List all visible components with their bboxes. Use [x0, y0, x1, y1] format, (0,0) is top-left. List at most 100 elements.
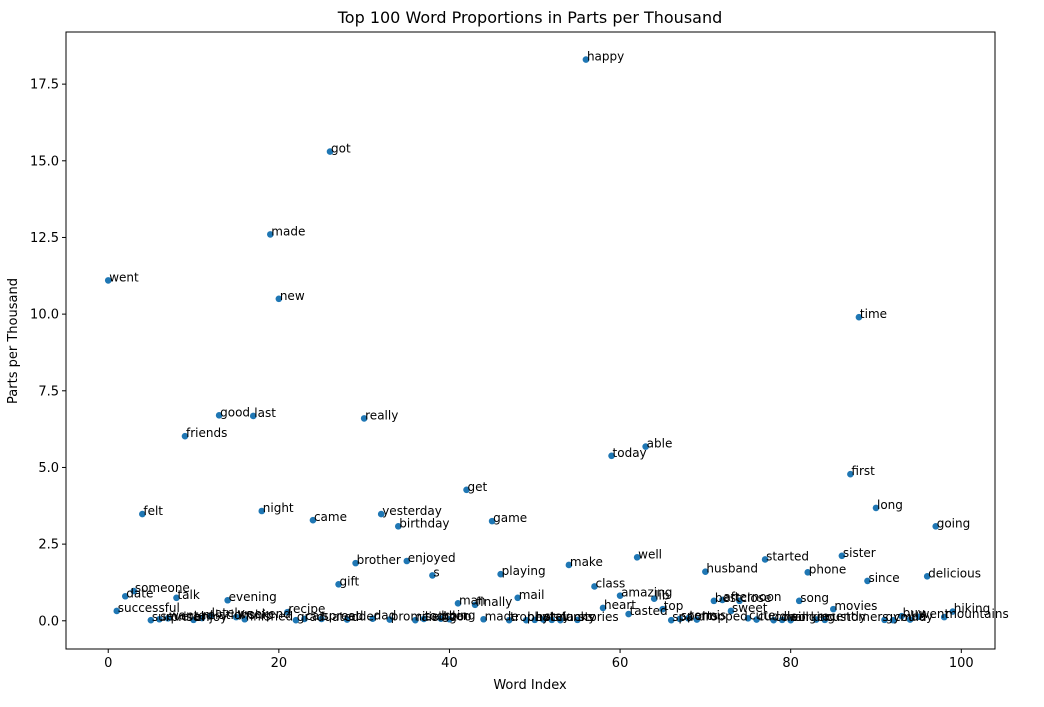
data-point [847, 470, 854, 478]
x-tick-label: 0 [104, 656, 112, 671]
data-point [932, 523, 940, 530]
point-label: snacks [553, 610, 594, 624]
data-point [121, 592, 129, 600]
data-point [190, 616, 197, 624]
data-point [531, 616, 539, 624]
data-point [335, 580, 342, 588]
data-point [659, 605, 667, 613]
point-label: gift [340, 574, 360, 588]
data-point [830, 605, 837, 613]
data-point [761, 556, 769, 563]
point-label: funny [561, 610, 595, 624]
data-point [318, 615, 325, 623]
point-label: tennis [689, 608, 726, 622]
point-label: playing [502, 564, 546, 578]
point-label: birthday [399, 516, 449, 530]
data-point [702, 568, 709, 576]
data-point [889, 616, 897, 624]
point-label: mail [519, 588, 545, 602]
data-point [625, 610, 632, 618]
data-point [104, 277, 112, 284]
data-point [446, 615, 453, 623]
data-point [241, 615, 249, 623]
data-point [164, 615, 172, 622]
data-point [377, 510, 385, 518]
y-tick-label: 10.0 [30, 308, 59, 323]
data-point [872, 504, 880, 512]
point-label: s [433, 565, 439, 579]
data-point [574, 616, 581, 624]
point-label: felt [143, 504, 163, 518]
point-label: spa [672, 610, 693, 624]
point-label: elder [348, 610, 379, 624]
point-label: yesterday [382, 504, 442, 518]
data-point [113, 607, 121, 615]
point-label: last [254, 406, 276, 420]
data-point [795, 597, 803, 605]
data-point [173, 594, 180, 602]
data-point [147, 616, 155, 624]
point-label: could [894, 610, 927, 624]
point-label: dad [374, 609, 397, 623]
point-label: finally [476, 595, 512, 609]
point-label: singing [792, 610, 835, 624]
point-label: going [937, 516, 971, 530]
point-label: made [271, 224, 305, 238]
point-label: lib [655, 589, 669, 603]
y-tick-label: 0.0 [38, 614, 59, 629]
point-label: sister [843, 546, 876, 560]
point-label: trophy [510, 610, 549, 624]
data-point [915, 613, 922, 621]
point-label: cute [749, 608, 775, 622]
y-tick-label: 15.0 [30, 154, 59, 169]
data-point [582, 56, 590, 63]
data-point [565, 561, 573, 569]
point-label: game [493, 511, 527, 525]
plot-area-frame [65, 31, 996, 650]
data-point [156, 615, 163, 623]
data-point [463, 486, 470, 494]
data-point [326, 148, 334, 155]
y-axis-label: Parts per Thousand [6, 278, 21, 404]
point-label: top [664, 599, 684, 613]
data-point [821, 616, 829, 624]
point-label: brother [357, 553, 401, 567]
x-tick-label: 60 [612, 656, 629, 671]
data-point [130, 587, 138, 595]
point-label: mountains [945, 607, 1009, 621]
data-point [710, 597, 718, 605]
data-point [539, 616, 547, 623]
data-point [855, 313, 863, 321]
data-point [693, 616, 701, 623]
data-point [181, 432, 189, 440]
point-label: car [305, 609, 324, 623]
point-label: toddler [425, 609, 468, 623]
point-label: wanted [169, 608, 213, 622]
point-label: going [442, 609, 476, 623]
data-point [727, 607, 735, 615]
point-label: get [468, 480, 488, 494]
point-label: able [647, 437, 673, 451]
point-label: since [868, 571, 899, 585]
point-label: dropped [698, 610, 748, 624]
data-point [497, 570, 504, 578]
data-point [514, 594, 522, 602]
data-point [753, 616, 760, 623]
data-point [591, 583, 598, 590]
point-label: lately [212, 606, 245, 620]
point-label: cuddle [758, 610, 798, 624]
chart-title: Top 100 Word Proportions in Parts per Th… [337, 8, 723, 27]
y-tick-label: 12.5 [30, 231, 59, 246]
data-point [258, 507, 266, 515]
x-axis-label: Word Index [493, 678, 567, 693]
point-label: song [800, 591, 829, 605]
point-label: amazing [621, 586, 672, 600]
data-point [139, 510, 146, 518]
point-label: today [613, 446, 647, 460]
data-point [284, 608, 291, 616]
point-label: first [851, 464, 875, 478]
point-label: made [485, 609, 519, 623]
point-label: got [331, 142, 351, 156]
point-label: long [877, 498, 903, 512]
data-point [215, 412, 223, 419]
